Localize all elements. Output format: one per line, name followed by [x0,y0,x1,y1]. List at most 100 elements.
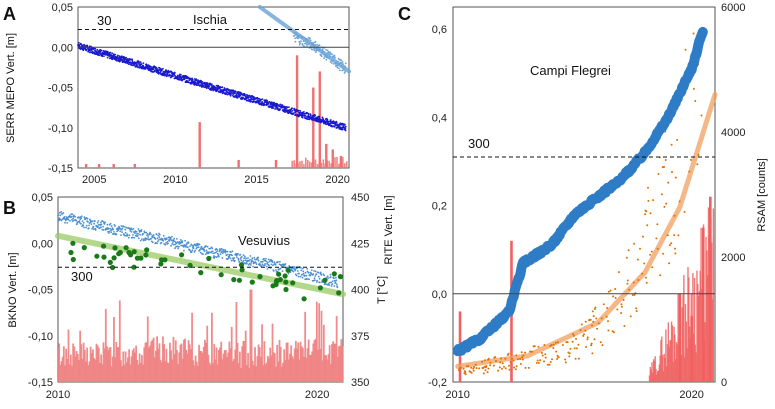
panel-b-rsam-bar [129,364,132,382]
panel-b-rsam-bar [319,348,322,382]
panel-b-disp-point [246,262,248,265]
panel-b-rsam-bar [271,323,274,382]
panel-b-disp-point [306,267,308,270]
panel-b-temp-point [123,245,129,251]
panel-a-bar-small [293,160,295,168]
panel-b-rsam-bar [134,352,136,382]
panel-c-title: Campi Flegrei [530,63,611,78]
panel-b-disp-point [279,268,282,270]
panel-b-disp-point [127,236,130,239]
panel-c-rsam-point [593,338,596,341]
panel-c-rsam-point [597,322,600,325]
panel-b-disp-point [257,259,260,262]
panel-a-serr-point [219,88,222,91]
panel-b-disp-point [273,261,276,263]
panel-b-temp-point [282,273,288,279]
panel-c-rsam-point [577,357,580,360]
panel-b-rsam-bar [293,348,296,382]
panel-b-disp-point [97,220,100,222]
panel-b-disp-point [100,223,103,226]
panel-b-disp-point [330,281,333,284]
panel-b-rsam-bar [72,343,75,382]
panel-c-rsam-point [690,158,692,161]
panel-b-disp-point [81,220,84,223]
panel-c-rsam-point [487,357,490,360]
panel-b-rsam-bar [320,310,323,382]
panel-c-bar-small [665,366,668,382]
panel-b-disp-point [120,234,122,237]
panel-c-rsam-point [489,361,492,364]
panel-b-rsam-bar [68,364,71,382]
panel-b-rsam-bar [59,364,62,382]
panel-a-serr-point [251,98,254,101]
panel-c-rsam-point [677,234,680,237]
panel-b-disp-point [271,259,273,262]
panel-b-disp-point [202,253,204,256]
panel-b-rsam-bar [294,340,297,382]
panel-b-rsam-bar [131,350,134,382]
panel-c-rsam-point [520,351,523,354]
panel-b-disp-point [229,257,232,260]
panel-b-disp-point [230,251,232,254]
panel-a-serr-point [205,87,208,89]
panel-b-rsam-bar [212,363,214,382]
panel-b-rsam-bar [272,352,275,382]
panel-a-mepo-point [297,37,300,40]
panel-c-rsam-point [674,252,677,255]
panel-b-temp-point [179,252,185,258]
panel-b-rsam-bar [327,354,330,382]
panel-b-disp-point [119,230,122,233]
panel-b-rsam-bar [123,364,126,382]
panel-b-rsam-bar [106,346,108,382]
panel-c-rsam-point [614,288,617,290]
panel-b-disp-point [222,248,225,251]
panel-c-rsam-point [599,341,602,344]
panel-a-serr-point [318,115,321,118]
panel-b-disp-point [71,218,73,221]
panel-a-serr-point [172,75,174,78]
panel-c-rsam-point [673,234,676,237]
panel-c-rsam-trend [455,92,718,369]
panel-b-disp-point [324,283,327,285]
panel-a-serr-point [299,109,301,112]
panel-b-disp-point [322,273,325,275]
panel-b-rsam-bar [262,365,265,382]
panel-b-temp-trend [55,232,346,298]
panel-b-rsam-bar [237,363,240,382]
panel-a-mepo-point [294,40,297,43]
panel-c-rsam-point [668,244,671,247]
panel-b-temp-point [70,240,76,246]
panel-b-rsam-bar [255,366,258,382]
panel-b-disp-point [217,254,220,257]
panel-b-rsam-bar [116,347,119,382]
panel-b-rsam-bar [195,361,198,382]
panel-b-disp-point [266,268,269,270]
panel-b-disp-point [106,223,109,226]
panel-b-rsam-bar [284,359,287,382]
panel-b-disp-point [162,240,165,242]
panel-b-disp-point [268,264,270,267]
panel-b-disp-point [333,285,336,287]
panel-a-mepo-point [320,55,323,58]
panel-c-bar-small [681,307,683,382]
panel-b-disp-point [204,253,207,256]
panel-b-rsam-bar [178,352,181,382]
panel-b-rsam-bar [252,365,255,382]
panel-c-rsam-point [684,48,687,51]
panel-c-rsam-point [572,333,575,336]
panel-a-serr-point [341,128,344,131]
panel-b-rsam-bar [62,346,65,382]
panel-b-rsam-bar [111,356,114,382]
panel-b-rsam-bar [152,337,155,382]
panel-a-serr-point [245,93,248,96]
panel-b-rsam-bar [235,302,238,382]
panel-b-ytick-right: 350 [351,377,369,389]
panel-b-disp-point [315,281,318,283]
panel-a-frame [77,6,350,169]
panel-c-rsam-point [692,32,695,35]
panel-c-rsam-point [694,100,697,102]
panel-a-bar-small [343,163,346,168]
panel-b-rsam-bar [92,349,94,382]
panel-a-serr-point [234,90,237,93]
panel-b-rsam-bar [64,365,66,382]
